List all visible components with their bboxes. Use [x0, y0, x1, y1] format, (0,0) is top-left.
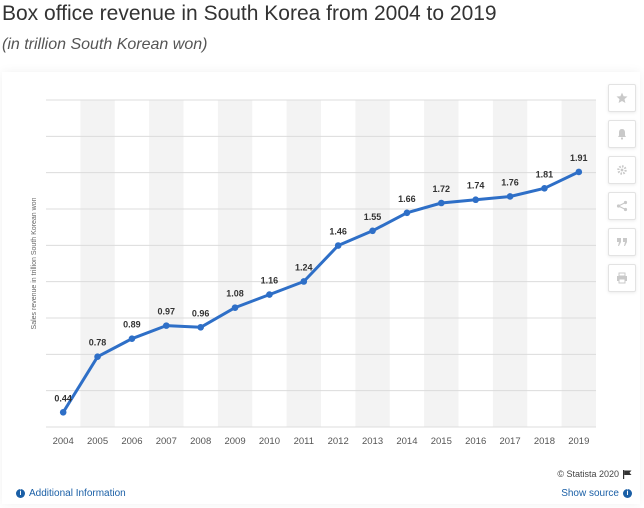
data-label: 1.81 [536, 169, 554, 179]
quote-icon [617, 238, 627, 246]
chart-subtitle: (in trillion South Korean won) [2, 36, 208, 53]
line-chart: Sales revenue in trillion South Korean w… [31, 99, 596, 447]
y-axis-title: Sales revenue in trillion South Korean w… [31, 197, 38, 329]
data-point [59, 408, 67, 416]
data-point [369, 227, 376, 235]
x-tick-label: 2016 [465, 436, 486, 447]
chart-band [149, 100, 184, 427]
x-tick-label: 2014 [396, 436, 417, 447]
gear-icon [617, 165, 627, 175]
data-label: 1.76 [501, 177, 519, 187]
data-point [575, 168, 583, 176]
data-label: 0.96 [192, 308, 210, 318]
x-tick-label: 2018 [534, 436, 555, 447]
info-icon: i [16, 489, 25, 498]
data-point [438, 199, 445, 207]
x-tick-label: 2017 [499, 436, 520, 447]
chart-title: Box office revenue in South Korea from 2… [2, 2, 497, 25]
chart-band [355, 100, 390, 427]
data-point [506, 193, 514, 200]
print-button[interactable] [608, 264, 636, 292]
data-label: 1.08 [226, 289, 244, 299]
data-label: 1.55 [364, 212, 382, 222]
data-label: 0.97 [158, 307, 176, 317]
data-label: 1.72 [433, 184, 451, 194]
chart-card: Sales revenue in trillion South Korean w… [2, 72, 640, 504]
bookmark-button[interactable] [608, 84, 636, 112]
chart-band [561, 100, 596, 427]
bell-icon [618, 129, 626, 140]
x-tick-label: 2008 [190, 436, 211, 447]
show-source-link[interactable]: Show source i [561, 488, 632, 499]
star-icon [616, 92, 628, 103]
data-label: 0.78 [89, 338, 107, 348]
data-label: 1.66 [398, 194, 416, 204]
chart-band [217, 100, 253, 427]
data-label: 1.46 [329, 227, 347, 237]
data-label: 0.44 [54, 393, 72, 403]
x-tick-label: 2015 [431, 436, 452, 447]
chart-band [492, 100, 528, 427]
cite-button[interactable] [608, 228, 636, 256]
info-icon: i [623, 489, 632, 498]
print-icon [617, 272, 627, 284]
copyright-text: © Statista 2020 [557, 469, 619, 479]
chart-band [286, 100, 321, 427]
x-tick-label: 2019 [568, 436, 589, 447]
series-line [61, 170, 581, 414]
copyright-notice: © Statista 2020 [557, 469, 632, 479]
data-label: 1.24 [295, 262, 313, 272]
data-label: 1.91 [570, 153, 588, 163]
x-tick-label: 2005 [87, 436, 108, 447]
x-tick-label: 2012 [328, 436, 349, 447]
x-tick-label: 2009 [224, 436, 245, 447]
data-point [334, 242, 342, 249]
data-point [403, 209, 411, 217]
data-point [163, 322, 170, 329]
settings-button[interactable] [608, 156, 636, 184]
show-source-label: Show source [561, 488, 619, 499]
data-point [300, 278, 308, 285]
data-point [197, 323, 204, 331]
x-tick-label: 2011 [294, 436, 314, 447]
data-point [231, 304, 239, 311]
data-point [472, 196, 479, 204]
data-point [128, 335, 136, 343]
x-tick-label: 2006 [121, 436, 142, 447]
chart-band [424, 100, 459, 427]
data-point [541, 184, 548, 192]
data-label: 1.74 [467, 181, 485, 191]
x-tick-label: 2004 [53, 436, 74, 447]
data-label: 0.89 [123, 320, 141, 330]
additional-information-link[interactable]: i Additional Information [16, 488, 126, 499]
data-label: 1.16 [261, 276, 279, 286]
x-tick-label: 2010 [259, 436, 280, 447]
share-button[interactable] [608, 192, 636, 220]
share-icon [616, 200, 628, 212]
x-tick-label: 2013 [362, 436, 383, 447]
data-point [266, 291, 273, 298]
notification-button[interactable] [608, 120, 636, 148]
x-tick-label: 2007 [156, 436, 177, 447]
additional-information-label: Additional Information [29, 488, 126, 499]
data-point [94, 353, 101, 360]
flag-icon[interactable] [623, 469, 632, 479]
chart-toolbar [608, 84, 636, 300]
